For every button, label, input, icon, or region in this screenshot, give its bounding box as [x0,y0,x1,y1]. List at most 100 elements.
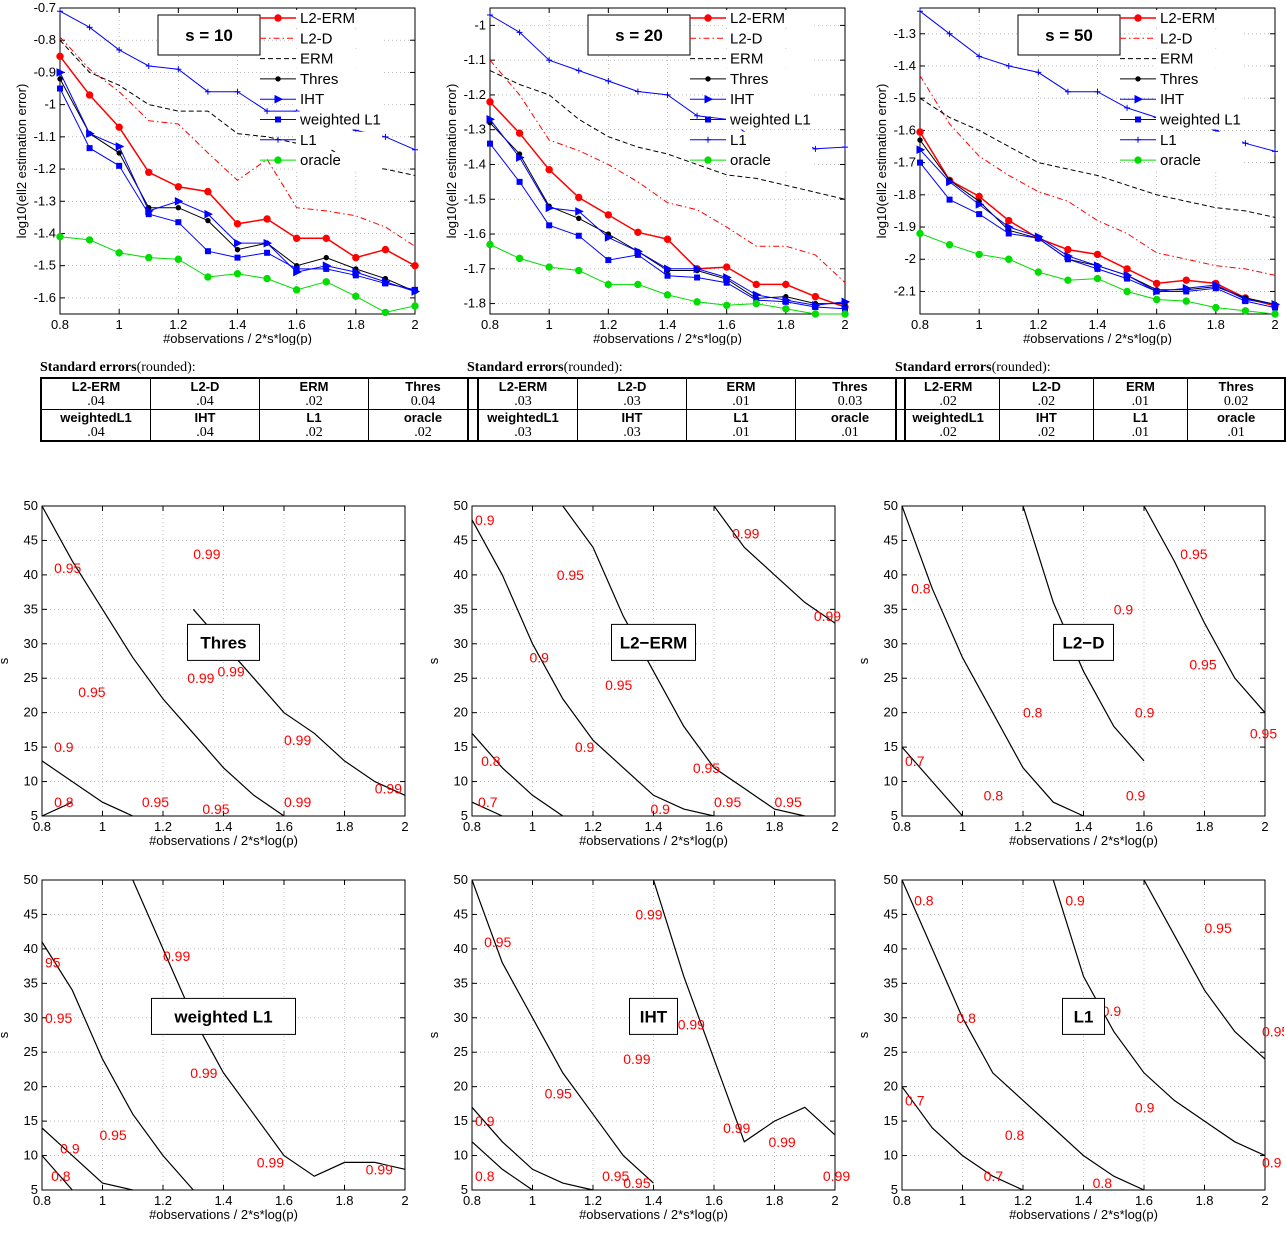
legend-label-thres: Thres [730,71,768,88]
y-tick-label: 35 [454,975,468,990]
y-tick-label: 45 [24,532,38,547]
legend: L2-ERM L2-D ERM Thres IHT weighted L1 L1 oracle [1120,10,1242,171]
legend-label-oracle: oracle [1160,152,1201,169]
se-cell-value: .03 [623,394,641,409]
data-point-oracle [722,301,731,310]
data-point-iht [604,233,614,242]
annotation-box [1017,14,1121,56]
y-axis-label: s [860,657,871,664]
legend-label-l1: L1 [1160,132,1177,149]
x-tick-label: 1.2 [169,317,187,332]
legend-bg [1156,111,1242,130]
legend-sample-oracle-marker [274,156,282,164]
contour-level-label: 0.9 [1114,601,1134,617]
se-cell-method: L2-D [190,379,220,394]
y-tick-label: 45 [24,906,38,921]
legend-sample-oracle-marker [704,156,712,164]
y-tick-label: 20 [454,1079,468,1094]
contour-level-label: 0.99 [190,1065,217,1081]
data-point-weighted-l1 [812,304,819,311]
data-point-l1 [234,88,241,95]
y-tick-label: 50 [884,872,898,887]
data-point-weighted-l1 [293,265,300,272]
y-tick-label: -1.9 [894,219,916,234]
contour-level-label: 0.95 [1180,546,1207,562]
legend-label-oracle: oracle [730,152,771,169]
legend-label-erm: ERM [730,51,763,68]
data-point-l1 [842,144,848,151]
legend-sample-l1-marker [1135,136,1141,143]
x-tick-label: 1.2 [584,819,602,834]
se-cell-method: L1 [1132,410,1148,425]
x-tick-label: 0.8 [33,819,51,834]
contour-level-label: 0.95 [1250,725,1277,741]
data-point-oracle [945,241,954,249]
data-point-l1 [946,30,953,37]
legend-bg [726,152,812,171]
data-point-oracle [663,291,672,299]
contour-line-0-8 [471,732,564,817]
contour-group [41,879,406,1191]
data-point-weighted-l1 [1212,285,1219,292]
annotation-box [151,997,296,1035]
legend-bg [296,10,382,28]
legend: L2-ERM L2-D ERM Thres IHT weighted L1 L1 oracle [260,10,382,171]
se-table-s20: Standard errors(rounded): L2-ERM .03 L2-D .0… [467,360,906,442]
data-point-l2-erm [634,228,642,236]
data-point-oracle [634,280,642,289]
data-point-weighted-l1 [1094,265,1101,272]
data-point-l1 [412,146,418,153]
y-tick-label: 30 [884,636,898,651]
data-point-weighted-l1 [1153,288,1160,295]
data-point-l2-erm [515,129,524,137]
x-tick-label: 1.6 [288,317,306,332]
se-cell: Thres 0.02 [1187,377,1286,410]
data-point-l1 [1242,140,1249,147]
contour-level-label: 0.95 [602,1168,629,1184]
x-axis-label: #observations / 2*s*log(p) [1023,331,1172,345]
x-tick-label: 2 [1271,317,1278,332]
contour-line-0-8 [41,1155,73,1191]
data-point-l2-erm [604,211,613,219]
y-tick-label: 10 [24,774,38,789]
se-row: L2-ERM .02 L2-D .02 ERM .01 Thres 0.02 [895,377,1286,410]
plot-frame [471,505,836,817]
se-cell: ERM .01 [686,377,796,410]
x-tick-label: 2 [831,1193,838,1208]
y-tick-label: 45 [454,906,468,921]
contour-line-0-9 [41,760,134,817]
data-point-weighted-l1 [694,274,701,281]
data-point-weighted-l1 [946,196,953,203]
legend-bg [1156,50,1242,69]
y-tick-label: -1.1 [34,129,56,144]
y-tick-label: -1 [44,97,56,112]
data-point-l1 [382,133,389,140]
data-point-weighted-l1 [175,219,182,226]
y-tick-label: -1.2 [34,161,56,176]
y-tick-label: 25 [884,670,898,685]
annotation: L2−ERM [611,623,696,661]
x-tick-label: 1.4 [658,317,676,332]
data-point-l2-erm [411,261,419,270]
data-point-iht [664,264,673,274]
se-cell: L2-ERM .02 [895,377,1001,410]
se-cell-value: .01 [1227,425,1245,440]
y-tick-label: 30 [884,1010,898,1025]
contour-labels: 95 0.95 0.9 0.8 0.95 0.99 0.99 0.99 0.99 [45,948,393,1184]
y-tick-label: -1.6 [464,226,486,241]
y-tick-label: 25 [454,1044,468,1059]
data-point-weighted-l1 [634,251,641,258]
y-tick-label: 10 [454,774,468,789]
se-cell-method: ERM [1125,379,1155,394]
se-cell-method: L2-ERM [923,379,973,394]
contour-level-label: 0.9 [650,801,670,817]
data-point-l2-erm [56,52,64,61]
x-tick-label: 1 [99,1193,106,1208]
data-point-l1 [694,112,701,119]
contour-level-label: 0.9 [60,1141,80,1157]
x-tick-label: 1 [529,819,536,834]
axes: 0.8 1 1.2 1.4 1.6 1.8 25101520253035404550#obs… [0,498,409,848]
data-point-weighted-l1 [145,211,152,218]
contour-line-0-99 [713,505,836,624]
